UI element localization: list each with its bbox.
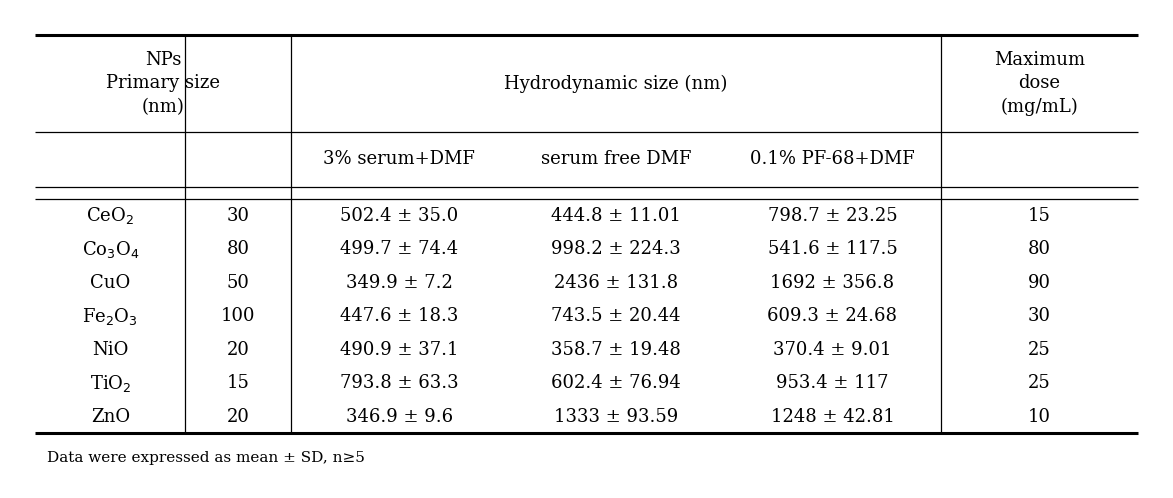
Text: 100: 100 [221,307,256,325]
Text: 1248 ± 42.81: 1248 ± 42.81 [771,407,894,426]
Text: 447.6 ± 18.3: 447.6 ± 18.3 [340,307,459,325]
Text: NPs
Primary size
(nm): NPs Primary size (nm) [106,51,221,116]
Text: 541.6 ± 117.5: 541.6 ± 117.5 [767,241,897,258]
Text: 798.7 ± 23.25: 798.7 ± 23.25 [767,207,897,225]
Text: 30: 30 [1028,307,1051,325]
Text: 15: 15 [1028,207,1051,225]
Text: 80: 80 [226,241,250,258]
Text: 20: 20 [226,407,250,426]
Text: 1333 ± 93.59: 1333 ± 93.59 [554,407,678,426]
Text: 602.4 ± 76.94: 602.4 ± 76.94 [551,374,680,392]
Text: serum free DMF: serum free DMF [541,150,691,168]
Text: 609.3 ± 24.68: 609.3 ± 24.68 [767,307,897,325]
Text: CuO: CuO [90,274,130,292]
Text: 10: 10 [1028,407,1051,426]
Text: Fe$_2$O$_3$: Fe$_2$O$_3$ [82,306,138,327]
Text: 3% serum+DMF: 3% serum+DMF [324,150,475,168]
Text: NiO: NiO [91,341,129,359]
Text: 20: 20 [226,341,250,359]
Text: 30: 30 [226,207,250,225]
Text: Maximum
dose
(mg/mL): Maximum dose (mg/mL) [994,51,1085,116]
Text: 502.4 ± 35.0: 502.4 ± 35.0 [340,207,459,225]
Text: 743.5 ± 20.44: 743.5 ± 20.44 [551,307,680,325]
Text: 349.9 ± 7.2: 349.9 ± 7.2 [346,274,453,292]
Text: 15: 15 [226,374,250,392]
Text: Data were expressed as mean ± SD, n≥5: Data were expressed as mean ± SD, n≥5 [47,451,365,465]
Text: ZnO: ZnO [90,407,130,426]
Text: 25: 25 [1028,374,1051,392]
Text: 793.8 ± 63.3: 793.8 ± 63.3 [340,374,459,392]
Text: 998.2 ± 224.3: 998.2 ± 224.3 [551,241,680,258]
Text: 90: 90 [1028,274,1051,292]
Text: CeO$_2$: CeO$_2$ [86,205,135,227]
Text: 444.8 ± 11.01: 444.8 ± 11.01 [551,207,680,225]
Text: 25: 25 [1028,341,1051,359]
Text: Hydrodynamic size (nm): Hydrodynamic size (nm) [504,74,727,93]
Text: 2436 ± 131.8: 2436 ± 131.8 [554,274,678,292]
Text: 1692 ± 356.8: 1692 ± 356.8 [771,274,895,292]
Text: 370.4 ± 9.01: 370.4 ± 9.01 [773,341,891,359]
Text: 80: 80 [1028,241,1051,258]
Text: 50: 50 [226,274,250,292]
Text: 490.9 ± 37.1: 490.9 ± 37.1 [340,341,459,359]
Text: Co$_3$O$_4$: Co$_3$O$_4$ [81,239,140,260]
Text: 953.4 ± 117: 953.4 ± 117 [777,374,889,392]
Text: TiO$_2$: TiO$_2$ [89,373,131,393]
Text: 499.7 ± 74.4: 499.7 ± 74.4 [340,241,459,258]
Text: 358.7 ± 19.48: 358.7 ± 19.48 [551,341,680,359]
Text: 346.9 ± 9.6: 346.9 ± 9.6 [346,407,453,426]
Text: 0.1% PF-68+DMF: 0.1% PF-68+DMF [750,150,915,168]
